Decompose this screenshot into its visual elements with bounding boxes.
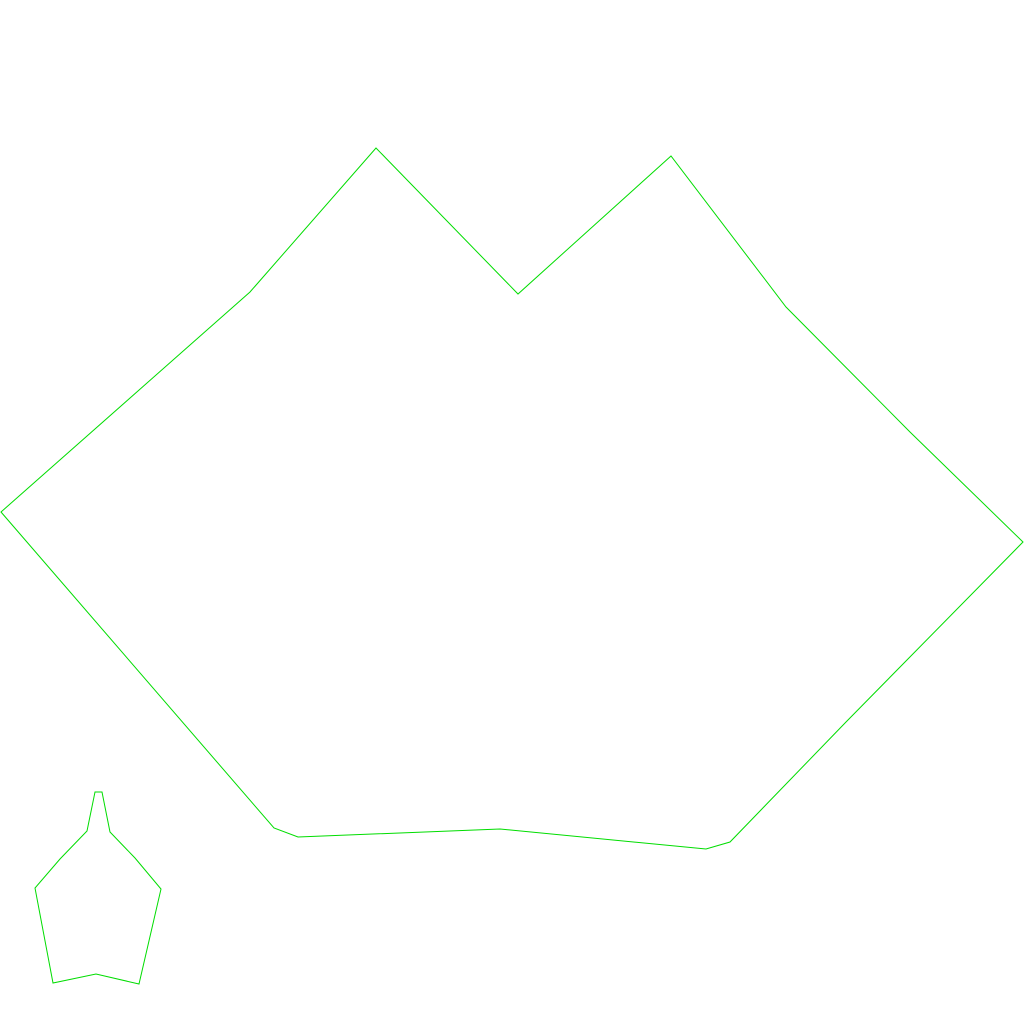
large-mountain-outline [0,147,1024,850]
small-bottle-outline [34,791,162,985]
